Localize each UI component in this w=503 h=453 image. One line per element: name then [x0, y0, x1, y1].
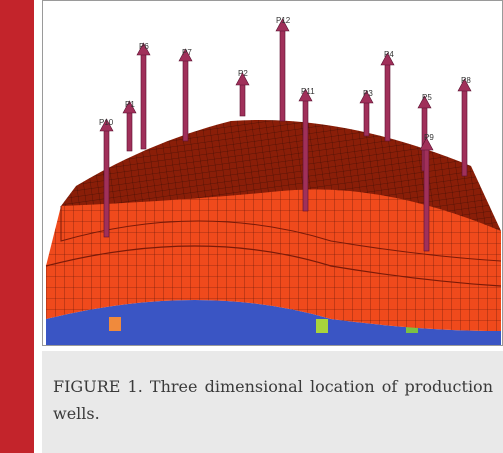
caption-box: FIGURE 1. Three dimensional location of … — [42, 351, 503, 453]
well-label: P11 — [301, 87, 315, 96]
well-label: P5 — [422, 93, 432, 102]
well-label: P2 — [238, 69, 248, 78]
page: P10 P1 P6 P7 P2 P12 P11 P3 P4 P5 P9 P8 F… — [0, 0, 503, 453]
reservoir-model: P10 P1 P6 P7 P2 P12 P11 P3 P4 P5 P9 P8 — [43, 1, 502, 345]
well-label: P3 — [363, 89, 373, 98]
figure: P10 P1 P6 P7 P2 P12 P11 P3 P4 P5 P9 P8 — [42, 0, 503, 346]
well-label: P8 — [461, 76, 471, 85]
well-label: P7 — [182, 48, 192, 57]
well-label: P10 — [99, 118, 114, 127]
caption: FIGURE 1. Three dimensional location of … — [42, 351, 503, 427]
well-label: P1 — [125, 100, 135, 109]
well-label: P12 — [276, 16, 291, 25]
well-label: P4 — [384, 50, 394, 59]
well-label: P9 — [424, 133, 434, 142]
side-bar — [0, 0, 34, 453]
well-label: P6 — [139, 42, 149, 51]
